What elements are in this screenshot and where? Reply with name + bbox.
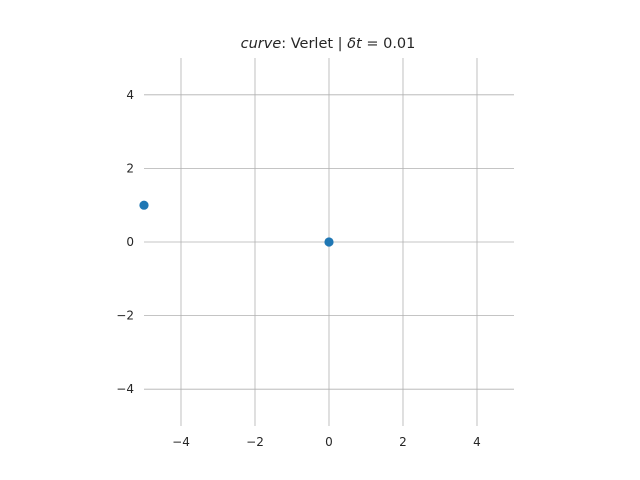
x-tick-label: −2 bbox=[246, 435, 264, 449]
grid bbox=[144, 58, 514, 426]
y-tick-label: 0 bbox=[126, 235, 134, 249]
data-points bbox=[139, 200, 334, 247]
x-tick-label: −4 bbox=[172, 435, 190, 449]
x-tick-label: 2 bbox=[399, 435, 407, 449]
chart-title: curve: Verlet | δt = 0.01 bbox=[241, 36, 416, 52]
y-tick-label: −4 bbox=[116, 382, 134, 396]
title-step: = 0.01 bbox=[362, 36, 416, 52]
axis-ticks: −4 −2 0 2 4 −4 −2 0 2 4 bbox=[116, 88, 481, 449]
y-tick-label: 4 bbox=[126, 88, 134, 102]
title-delta-symbol: δt bbox=[347, 36, 363, 52]
y-tick-label: −2 bbox=[116, 309, 134, 323]
y-tick-label: 2 bbox=[126, 161, 134, 175]
title-method: : Verlet | bbox=[281, 36, 347, 52]
x-tick-label: 0 bbox=[325, 435, 333, 449]
data-point bbox=[139, 200, 149, 210]
title-curve-label: curve bbox=[241, 36, 282, 52]
data-point bbox=[324, 237, 334, 247]
x-tick-label: 4 bbox=[473, 435, 481, 449]
